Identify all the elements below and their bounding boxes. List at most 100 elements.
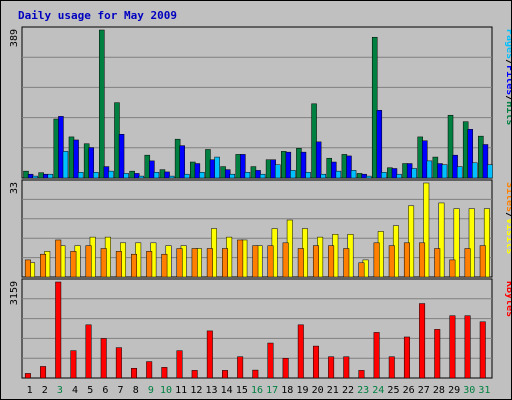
series-visits: [29, 182, 490, 278]
bar-sites-day-11: [176, 248, 183, 278]
bar-pages-day-21: [335, 170, 342, 179]
bar-files-day-9: [149, 160, 155, 179]
x-tick-day-18: 18: [281, 385, 293, 396]
x-tick-day-24: 24: [372, 385, 384, 396]
bar-hits-day-31: [478, 135, 484, 179]
chart-panels: 389 Pages/Files/Hits 33 Sites/Visits 3159 KBy…: [9, 26, 511, 379]
bar-files-day-13: [209, 159, 216, 179]
x-tick-day-8: 8: [133, 385, 139, 396]
bar-files-day-3: [58, 116, 64, 179]
bar-pages-day-14: [229, 173, 236, 179]
bar-pages-day-11: [184, 173, 190, 179]
legend-hits: Pages/Files/Hits: [504, 29, 511, 125]
x-tick-day-23: 23: [357, 385, 369, 396]
bar-sites-day-13: [206, 248, 213, 278]
bar-pages-day-8: [138, 175, 145, 179]
bar-kbytes-day-22: [343, 356, 350, 379]
x-tick-day-15: 15: [236, 385, 248, 396]
bar-kbytes-day-21: [328, 356, 335, 379]
x-tick-day-11: 11: [175, 385, 187, 396]
bar-kbytes-day-28: [434, 329, 441, 379]
bar-sites-day-6: [100, 248, 107, 278]
bar-files-day-14: [224, 169, 231, 179]
legend-kbytes: KBytes: [504, 281, 511, 317]
bar-pages-day-31: [487, 164, 493, 179]
bar-kbytes-day-11: [176, 350, 183, 379]
bar-hits-day-28: [432, 156, 439, 179]
bar-hits-day-29: [447, 114, 454, 179]
bar-pages-day-10: [168, 175, 175, 179]
bar-files-day-17: [270, 159, 276, 179]
bar-hits-day-6: [99, 29, 105, 179]
bar-kbytes-day-10: [161, 367, 168, 379]
bar-visits-day-30: [468, 208, 475, 278]
bar-sites-day-30: [464, 248, 471, 278]
bar-sites-day-16: [252, 245, 259, 278]
bar-hits-day-14: [220, 166, 226, 179]
x-tick-day-29: 29: [448, 385, 460, 396]
bar-pages-day-24: [381, 172, 387, 179]
bar-sites-day-27: [419, 242, 426, 278]
bar-kbytes-day-20: [312, 345, 319, 379]
bar-files-day-7: [118, 134, 125, 179]
bar-kbytes-day-9: [146, 361, 153, 379]
x-tick-day-7: 7: [118, 385, 124, 396]
bar-hits-day-27: [417, 136, 423, 179]
bar-hits-day-1: [23, 170, 29, 179]
bar-sites-day-14: [222, 248, 228, 278]
y-max-label: 3159: [9, 281, 20, 305]
bar-files-day-12: [194, 163, 201, 179]
bar-hits-day-4: [68, 136, 75, 179]
x-tick-day-19: 19: [296, 385, 308, 396]
bar-sites-day-2: [40, 253, 47, 278]
bar-sites-day-10: [161, 253, 168, 278]
bar-sites-day-4: [70, 251, 77, 278]
bar-sites-day-22: [343, 248, 350, 278]
bar-kbytes-day-17: [267, 342, 274, 379]
bar-hits-day-18: [280, 151, 287, 179]
plot-area: [21, 278, 493, 379]
bar-kbytes-day-1: [24, 373, 31, 379]
bar-kbytes-day-23: [358, 370, 365, 379]
bar-sites-day-20: [312, 245, 319, 278]
bar-hits-day-17: [265, 159, 272, 179]
bar-pages-day-16: [259, 173, 266, 179]
bar-kbytes-day-13: [206, 330, 213, 379]
bar-files-day-21: [331, 161, 337, 179]
bar-kbytes-day-30: [464, 315, 471, 379]
panel-hits: 389 Pages/Files/Hits: [9, 26, 511, 179]
bar-files-day-16: [255, 170, 261, 179]
bar-kbytes-day-29: [449, 315, 456, 379]
bar-sites-day-1: [24, 259, 31, 278]
bar-hits-day-22: [341, 154, 348, 179]
bar-kbytes-day-26: [403, 336, 410, 379]
bar-sites-day-21: [328, 245, 335, 278]
bar-kbytes-day-27: [419, 303, 426, 379]
bar-pages-day-25: [396, 173, 402, 179]
bar-kbytes-day-19: [297, 324, 304, 379]
panel-kbytes: 3159 KBytes: [9, 278, 511, 379]
x-tick-day-22: 22: [342, 385, 354, 396]
bar-kbytes-day-2: [40, 366, 47, 379]
bar-hits-day-20: [311, 103, 317, 179]
bar-pages-day-5: [93, 172, 99, 179]
bar-kbytes-day-6: [100, 338, 107, 379]
bar-sites-day-24: [373, 242, 380, 278]
bar-visits-day-31: [483, 208, 490, 278]
bar-pages-day-9: [153, 172, 160, 179]
bar-pages-day-13: [214, 156, 220, 179]
chart-title: Daily usage for May 2009: [18, 9, 177, 22]
bar-pages-day-4: [77, 172, 84, 179]
bar-hits-day-25: [387, 167, 393, 179]
bar-files-day-2: [43, 173, 49, 179]
bar-sites-day-29: [449, 259, 456, 278]
x-tick-day-1: 1: [27, 385, 33, 396]
bar-hits-day-10: [159, 169, 166, 179]
bar-pages-day-3: [62, 151, 69, 179]
x-tick-day-13: 13: [205, 385, 217, 396]
series-sites: [24, 239, 486, 278]
bar-pages-day-18: [290, 170, 296, 179]
bar-kbytes-day-4: [70, 350, 77, 379]
bar-pages-day-1: [32, 175, 38, 179]
